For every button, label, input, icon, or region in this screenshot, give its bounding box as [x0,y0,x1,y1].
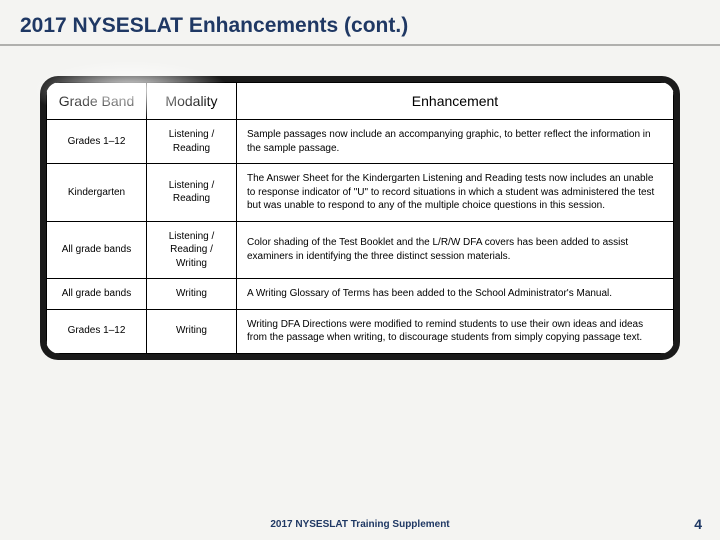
col-header-enhancement: Enhancement [237,83,674,120]
col-header-grade-band: Grade Band [47,83,147,120]
cell-modality: Listening / Reading / Writing [147,221,237,279]
cell-grade-band: All grade bands [47,279,147,310]
table-row: All grade bands Writing A Writing Glossa… [47,279,674,310]
enhancements-table: Grade Band Modality Enhancement Grades 1… [46,82,674,354]
cell-grade-band: Grades 1–12 [47,309,147,353]
cell-enhancement: A Writing Glossary of Terms has been add… [237,279,674,310]
cell-grade-band: Grades 1–12 [47,120,147,164]
cell-modality: Writing [147,309,237,353]
table-row: All grade bands Listening / Reading / Wr… [47,221,674,279]
slide-title: 2017 NYSESLAT Enhancements (cont.) [0,0,720,44]
table-header-row: Grade Band Modality Enhancement [47,83,674,120]
title-underline [0,44,720,46]
table-row: Grades 1–12 Writing Writing DFA Directio… [47,309,674,353]
table-row: Grades 1–12 Listening / Reading Sample p… [47,120,674,164]
footer-text: 2017 NYSESLAT Training Supplement [0,519,720,530]
cell-modality: Listening / Reading [147,120,237,164]
cell-enhancement: Writing DFA Directions were modified to … [237,309,674,353]
page-number: 4 [694,516,702,532]
table-row: Kindergarten Listening / Reading The Ans… [47,164,674,222]
cell-enhancement: Color shading of the Test Booklet and th… [237,221,674,279]
table-container: Grade Band Modality Enhancement Grades 1… [40,76,680,360]
cell-enhancement: Sample passages now include an accompany… [237,120,674,164]
cell-grade-band: All grade bands [47,221,147,279]
cell-modality: Listening / Reading [147,164,237,222]
col-header-modality: Modality [147,83,237,120]
cell-grade-band: Kindergarten [47,164,147,222]
cell-enhancement: The Answer Sheet for the Kindergarten Li… [237,164,674,222]
cell-modality: Writing [147,279,237,310]
